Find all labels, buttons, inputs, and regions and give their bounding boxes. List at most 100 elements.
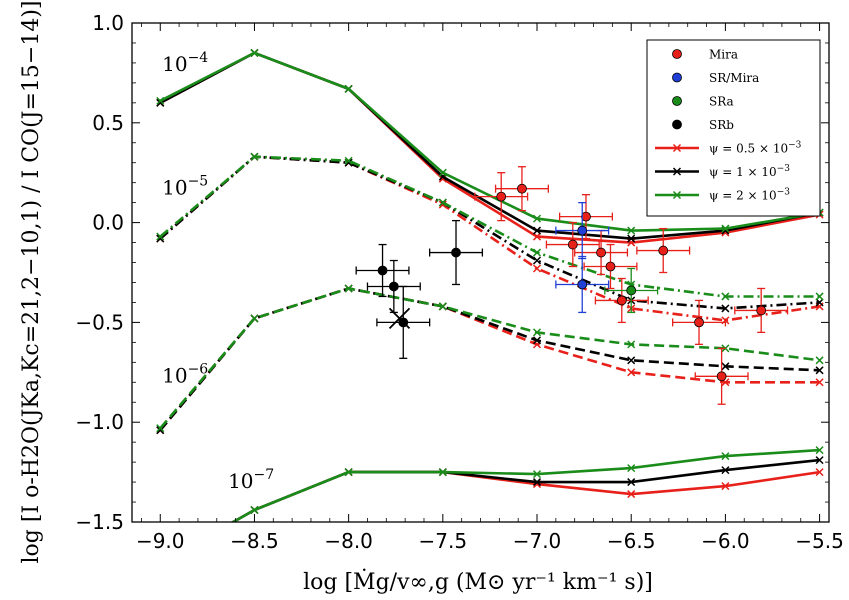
obs-point-mira xyxy=(694,347,749,405)
obs-point-srb xyxy=(428,219,484,286)
y-tick-label: 0.5 xyxy=(92,111,124,135)
obs-marker xyxy=(581,211,591,222)
obs-point-mira xyxy=(583,243,638,290)
x-tick-label: −6.5 xyxy=(607,529,656,553)
model-point xyxy=(815,456,824,465)
model-point xyxy=(815,298,824,307)
observations xyxy=(355,166,789,405)
model-line xyxy=(230,458,820,522)
model-point xyxy=(344,284,353,293)
model-line xyxy=(159,155,820,310)
model-point xyxy=(627,234,636,243)
model-point xyxy=(156,426,165,435)
obs-marker xyxy=(567,239,578,250)
obs-marker xyxy=(577,225,588,236)
obs-point-mira xyxy=(574,229,629,276)
annotation-exponent: −4 xyxy=(188,50,209,66)
obs-point-mira xyxy=(671,299,727,346)
y-axis: −1.5 −1.0 −0.5 0.0 0.5 1.0 xyxy=(75,11,829,534)
model-annotations: 10−410−510−610−7 xyxy=(162,50,274,493)
legend-marker xyxy=(672,96,682,106)
obs-point-mira xyxy=(734,287,789,334)
model-point xyxy=(532,336,542,345)
model-point xyxy=(438,302,447,311)
legend-line-marker xyxy=(672,167,682,176)
model-point xyxy=(156,232,165,241)
obs-marker xyxy=(616,295,627,306)
model-point xyxy=(438,168,447,177)
y-tick-label: 0.0 xyxy=(92,211,124,235)
legend-label-base: ψ = 2 × 10 xyxy=(709,189,777,203)
model-point xyxy=(156,424,165,433)
model-annotation: 10−5 xyxy=(162,174,208,200)
x-tick-label: −8.5 xyxy=(230,529,279,553)
model-point xyxy=(532,256,542,265)
model-point xyxy=(815,468,824,477)
model-point xyxy=(721,224,730,233)
model-point xyxy=(627,490,636,499)
legend-item: ψ = 2 × 10−3 xyxy=(655,188,790,203)
obs-marker xyxy=(377,265,388,276)
model-group-1e-4 xyxy=(156,48,824,247)
model-point xyxy=(721,466,730,475)
model-point xyxy=(223,521,230,522)
x-tick-label: −6.0 xyxy=(701,529,750,553)
model-point xyxy=(438,198,447,207)
obs-point-mira xyxy=(494,166,549,212)
cross-marker xyxy=(388,307,411,330)
model-point xyxy=(627,464,636,473)
obs-marker xyxy=(577,279,588,290)
obs-marker xyxy=(716,371,727,382)
obs-marker xyxy=(517,183,527,194)
model-point xyxy=(721,304,730,313)
y-tick-label: −1.0 xyxy=(75,410,124,434)
obs-marker xyxy=(626,285,637,296)
y-tick-label: −0.5 xyxy=(75,310,124,334)
obs-marker xyxy=(658,245,669,256)
model-line xyxy=(230,448,820,522)
legend-marker xyxy=(672,72,682,83)
x-tick-label: −5.5 xyxy=(795,529,844,553)
model-point xyxy=(815,366,824,375)
obs-point-mira xyxy=(594,277,649,324)
legend-label: ψ = 1 × 10−3 xyxy=(709,164,790,179)
obs-marker xyxy=(451,247,461,258)
legend-item: ψ = 0.5 × 10−3 xyxy=(655,141,802,156)
y-axis-title: log [I o-H2O(JKa,Kc=21,2−10,1) / I CO(J=… xyxy=(19,0,44,563)
legend-item: Mira xyxy=(672,48,738,62)
model-point xyxy=(438,174,447,183)
model-point xyxy=(344,156,353,165)
model-point xyxy=(815,446,824,455)
legend-label-exponent: −3 xyxy=(777,164,791,174)
obs-point-mira xyxy=(474,172,529,222)
model-point xyxy=(815,356,824,365)
annotation-exponent: −6 xyxy=(188,361,209,377)
obs-point-srb xyxy=(355,243,410,298)
model-line xyxy=(159,51,820,232)
model-line xyxy=(159,287,820,432)
model-point xyxy=(344,468,353,477)
model-annotation: 10−7 xyxy=(228,467,274,493)
obs-point-mira xyxy=(545,221,600,268)
model-point xyxy=(250,314,259,323)
model-point xyxy=(627,368,636,377)
obs-point-sr-mira xyxy=(555,255,610,314)
annotation-exponent: −7 xyxy=(254,467,275,483)
x-axis: −9.0 −8.5 −8.0 −7.5 −7.0 −6.5 −6.0 −5.5 xyxy=(136,23,844,553)
legend-label: SRb xyxy=(709,118,734,132)
model-lines xyxy=(156,48,824,522)
x-tick-label: −8.0 xyxy=(324,529,373,553)
obs-marker xyxy=(496,191,507,202)
legend-item: SRa xyxy=(672,95,734,109)
legend-item: ψ = 1 × 10−3 xyxy=(655,164,790,179)
legend-label-base: ψ = 0.5 × 10 xyxy=(709,142,788,156)
obs-point-sra xyxy=(604,267,659,314)
x-tick-label: −9.0 xyxy=(136,529,185,553)
model-point xyxy=(438,468,447,477)
legend-label-base: ψ = 1 × 10 xyxy=(709,165,777,179)
obs-marker xyxy=(388,281,399,292)
obs-marker xyxy=(694,317,704,328)
legend-label: Mira xyxy=(709,48,738,62)
obs-point-mira xyxy=(558,194,614,240)
